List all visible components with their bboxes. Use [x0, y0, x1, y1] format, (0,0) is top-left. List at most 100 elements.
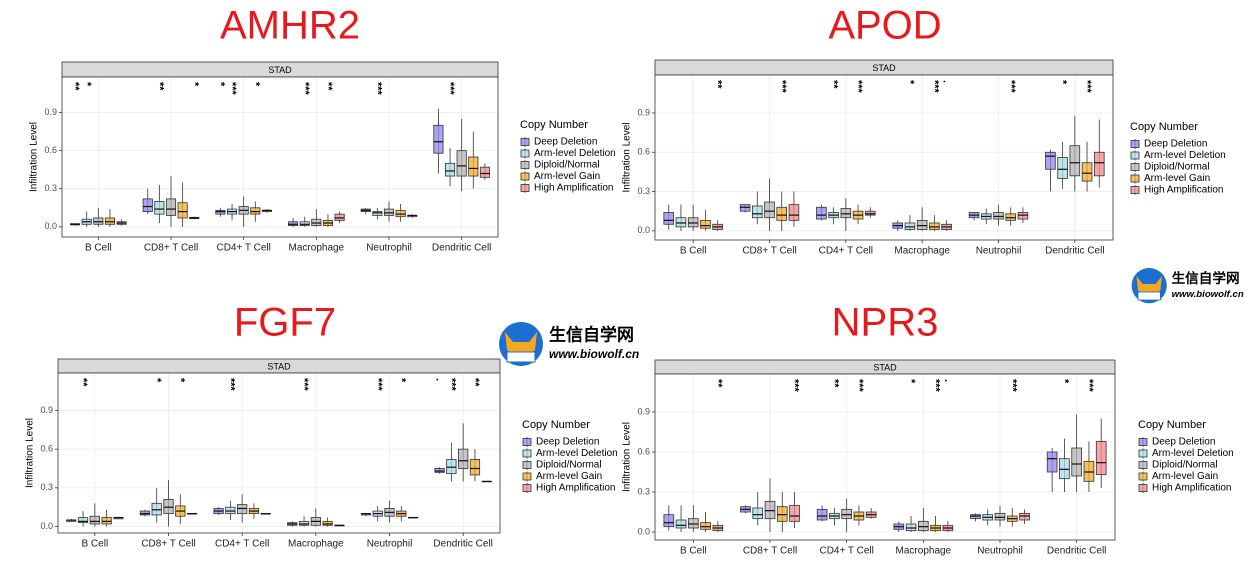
significance: *: [215, 82, 227, 87]
box: [456, 150, 467, 177]
x-tick-label: B Cell: [85, 243, 112, 254]
legend-label: Arm-level Gain: [536, 471, 602, 482]
plot-panel: [58, 373, 500, 533]
legend-label: Arm-level Gain: [534, 171, 600, 182]
significance: .: [942, 379, 954, 382]
box: [700, 219, 711, 229]
y-tick-label: 0.3: [637, 186, 650, 196]
legend-key: [522, 449, 532, 458]
box: [700, 522, 711, 530]
y-tick-label: 0.9: [637, 406, 650, 416]
x-tick-label: Dendritic Cell: [432, 243, 491, 254]
significance: ***: [776, 80, 788, 94]
x-tick-label: CD8+ T Cell: [743, 546, 797, 557]
significance: ***: [1081, 80, 1093, 94]
box: [311, 218, 322, 226]
significance: **: [828, 80, 840, 89]
x-tick-label: Macrophage: [894, 246, 950, 257]
legend-key: [1138, 472, 1148, 481]
box: [663, 212, 675, 225]
legend-key: [520, 172, 530, 181]
legend-label: High Amplification: [1152, 483, 1231, 494]
box: [225, 506, 236, 515]
y-axis-label: Infiltration Level: [25, 418, 36, 488]
box: [1059, 458, 1070, 480]
box: [776, 206, 787, 221]
box: [905, 523, 917, 532]
panel-border: [61, 76, 499, 238]
box: [446, 459, 457, 475]
y-tick-label: 0.6: [40, 444, 53, 454]
box: [864, 210, 876, 216]
box: [764, 201, 775, 219]
box: [1017, 212, 1029, 220]
chart-title: APOD: [828, 4, 941, 48]
logo-book: [1137, 291, 1161, 301]
panel-border: [654, 74, 1114, 241]
legend-label: Arm-level Gain: [1144, 173, 1210, 184]
x-tick-label: Neutrophil: [976, 246, 1022, 257]
significance: ***: [299, 82, 311, 96]
y-tick-label: 0.3: [40, 482, 53, 492]
significance: *: [81, 82, 93, 87]
panel-border: [654, 373, 1116, 541]
x-tick-label: B Cell: [81, 539, 108, 550]
box: [444, 162, 456, 177]
legend-label: Deep Deletion: [1152, 437, 1215, 448]
box: [1071, 447, 1082, 477]
box: [479, 166, 490, 178]
x-tick-label: Neutrophil: [977, 546, 1023, 557]
box: [1005, 213, 1016, 221]
x-tick-label: Macrophage: [896, 546, 952, 557]
legend-label: Arm-level Gain: [1152, 471, 1218, 482]
legend-key: [1130, 163, 1140, 171]
legend-key: [522, 484, 532, 492]
legend-label: High Amplification: [534, 183, 613, 194]
box: [151, 502, 162, 516]
significance: *: [904, 80, 916, 85]
x-tick-label: CD4+ T Cell: [216, 243, 270, 254]
box: [395, 209, 406, 218]
box: [752, 507, 764, 520]
x-tick-label: B Cell: [680, 246, 707, 257]
box: [250, 207, 261, 215]
x-tick-label: CD4+ T Cell: [819, 546, 873, 557]
box: [372, 211, 383, 216]
y-tick-label: 0.6: [637, 446, 650, 456]
x-tick-label: Dendritic Cell: [1047, 546, 1106, 557]
significance: ***: [1005, 80, 1017, 94]
box: [101, 517, 112, 525]
box: [688, 518, 699, 529]
watermark-name: 生信自学网: [1172, 270, 1240, 286]
box: [840, 208, 852, 219]
box: [994, 512, 1006, 521]
legend-title: Copy Number: [522, 419, 590, 431]
box: [663, 514, 675, 528]
box: [322, 520, 333, 526]
legend-key: [520, 184, 530, 192]
box: [458, 448, 469, 469]
watermark: 生信自学网 www.biowolf.cn: [1131, 268, 1244, 304]
box: [77, 517, 89, 524]
box: [752, 205, 763, 219]
significance: **: [712, 379, 724, 388]
plot-panel: [655, 374, 1115, 540]
plot-panel: [62, 77, 498, 237]
box: [154, 201, 165, 215]
significance: *: [174, 378, 186, 383]
significance: ***: [1083, 379, 1095, 393]
box: [789, 504, 800, 522]
significance: ***: [298, 378, 310, 392]
strip-label: STAD: [268, 65, 292, 75]
y-tick-label: 0.9: [637, 107, 650, 117]
legend-label: High Amplification: [536, 483, 615, 494]
watermark: 生信自学网 www.biowolf.cn: [499, 322, 639, 366]
box: [469, 459, 481, 476]
box: [288, 221, 299, 226]
box: [816, 508, 828, 521]
x-tick-label: CD8+ T Cell: [742, 246, 796, 257]
legend-key: [1138, 449, 1148, 458]
x-tick-label: Dendritic Cell: [1045, 246, 1104, 257]
y-axis-label: Infiltration Level: [622, 422, 633, 492]
box: [215, 209, 226, 215]
